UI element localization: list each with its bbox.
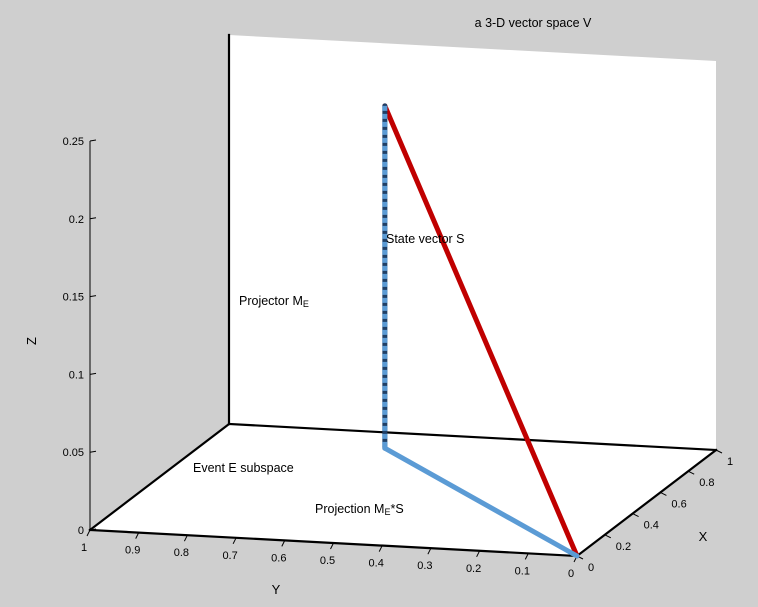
z-tick-mark (89, 295, 97, 298)
y-tick-mark (232, 537, 237, 545)
y-tick-mark (281, 540, 286, 547)
y-tick-mark (427, 547, 432, 555)
series-projection (382, 445, 580, 559)
y-tick-label: 0.6 (271, 552, 286, 564)
z-tick-label: 0.2 (69, 214, 84, 226)
y-tick-label: 0.3 (417, 560, 432, 572)
chart-title: a 3-D vector space V (475, 16, 592, 30)
x-axis-label: X (699, 529, 708, 544)
y-tick-mark (476, 550, 481, 558)
annotation-projector-main: Projector M (239, 294, 303, 308)
z-tick-mark (89, 528, 97, 531)
x-tick-mark (604, 534, 612, 539)
x-tick-label: 0.6 (671, 498, 686, 510)
x-tick-label: 0.4 (644, 520, 659, 532)
box-edge-back-left-floor (88, 422, 231, 532)
annotation-state-vector: State vector S (386, 232, 465, 246)
y-tick-label: 0.2 (466, 563, 481, 575)
series-group (382, 103, 580, 559)
annotation-projection-tail: *S (391, 502, 404, 516)
annotation-projector: Projector ME (239, 294, 309, 309)
y-tick-label: 0.5 (320, 555, 335, 567)
y-tick-label: 0.1 (515, 565, 530, 577)
y-axis-label: Y (272, 582, 281, 597)
plot-background (90, 35, 716, 556)
x-tick-label: 0 (588, 562, 594, 574)
z-tick-mark (89, 450, 97, 453)
z-tick-mark (89, 139, 97, 142)
z-tick-label: 0.1 (69, 369, 84, 381)
box-edge-back-right-floor (227, 422, 718, 452)
annotation-projection: Projection ME*S (315, 502, 404, 517)
annotation-projector-sub: E (303, 299, 309, 309)
box-edge-front-x-floor (575, 448, 718, 558)
y-axis: 1 0.9 0.8 0.7 0.6 0.5 0.4 0.3 0.2 0.1 0 (81, 529, 578, 580)
z-tick-mark (89, 372, 97, 375)
x-tick-label: 0.8 (699, 477, 714, 489)
y-tick-label: 0.4 (369, 558, 384, 570)
x-tick-label: 1 (727, 456, 733, 468)
y-tick-label: 0.7 (222, 550, 237, 562)
x-tick-label: 0.2 (616, 541, 631, 553)
axes-box (88, 33, 718, 558)
z-tick-label: 0 (78, 525, 84, 537)
annotation-event-subspace: Event E subspace (193, 461, 294, 475)
y-tick-mark (86, 529, 91, 537)
y-tick-mark (135, 532, 140, 539)
annotation-projection-main: Projection M (315, 502, 384, 516)
z-axis: 0 0.05 0.1 0.15 0.2 0.25 (63, 136, 97, 537)
y-tick-mark (330, 542, 334, 550)
x-tick-mark (660, 491, 667, 496)
z-axis-label: Z (24, 337, 39, 345)
x-axis: 0 0.2 0.4 0.6 0.8 1 (576, 449, 733, 574)
y-tick-mark (524, 553, 529, 560)
z-tick-label: 0.25 (63, 136, 84, 148)
y-tick-label: 1 (81, 542, 87, 554)
z-tick-mark (89, 217, 97, 220)
y-tick-label: 0.8 (174, 547, 189, 559)
series-state-vector (382, 103, 580, 559)
annotation-projection-sub: E (384, 507, 390, 517)
x-tick-mark (687, 470, 695, 475)
y-tick-mark (183, 534, 188, 542)
x-tick-mark (632, 513, 639, 518)
y-tick-mark (378, 545, 383, 552)
y-tick-label: 0 (568, 568, 574, 580)
x-tick-mark (715, 449, 723, 454)
z-tick-label: 0.15 (63, 292, 84, 304)
y-tick-label: 0.9 (125, 545, 140, 557)
z-tick-label: 0.05 (63, 447, 84, 459)
